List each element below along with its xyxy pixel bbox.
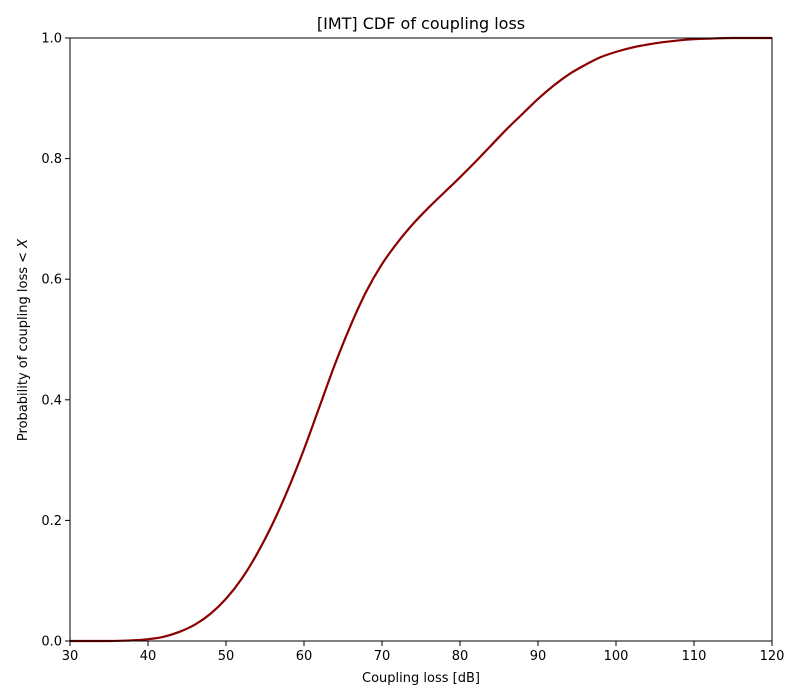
x-tick-label: 120 <box>760 649 785 664</box>
x-tick-label: 50 <box>218 649 235 664</box>
x-tick-label: 80 <box>452 649 469 664</box>
y-axis-label-variable: X <box>16 238 31 249</box>
x-tick-label: 70 <box>374 649 391 664</box>
y-tick-label: 1.0 <box>41 32 62 47</box>
axes-frame <box>69 37 773 642</box>
x-tick-label: 60 <box>296 649 313 664</box>
y-tick-label: 0.0 <box>41 635 62 650</box>
x-axis-label: Coupling loss [dB] <box>362 671 480 686</box>
chart-title: [IMT] CDF of coupling loss <box>317 14 525 33</box>
y-axis-label: Probability of coupling loss < X <box>16 238 31 441</box>
x-tick-label: 30 <box>62 649 79 664</box>
plot-area <box>70 36 772 643</box>
y-tick-label: 0.4 <box>41 393 62 408</box>
x-tick-label: 100 <box>604 649 629 664</box>
x-tick-label: 110 <box>682 649 707 664</box>
y-tick-label: 0.8 <box>41 152 62 167</box>
x-tick-label: 90 <box>530 649 547 664</box>
y-tick-label: 0.2 <box>41 514 62 529</box>
y-axis-label-prefix: Probability of coupling loss < <box>16 248 31 441</box>
x-tick-label: 40 <box>140 649 157 664</box>
cdf-series-line <box>70 36 772 643</box>
y-tick-label: 0.6 <box>41 273 62 288</box>
